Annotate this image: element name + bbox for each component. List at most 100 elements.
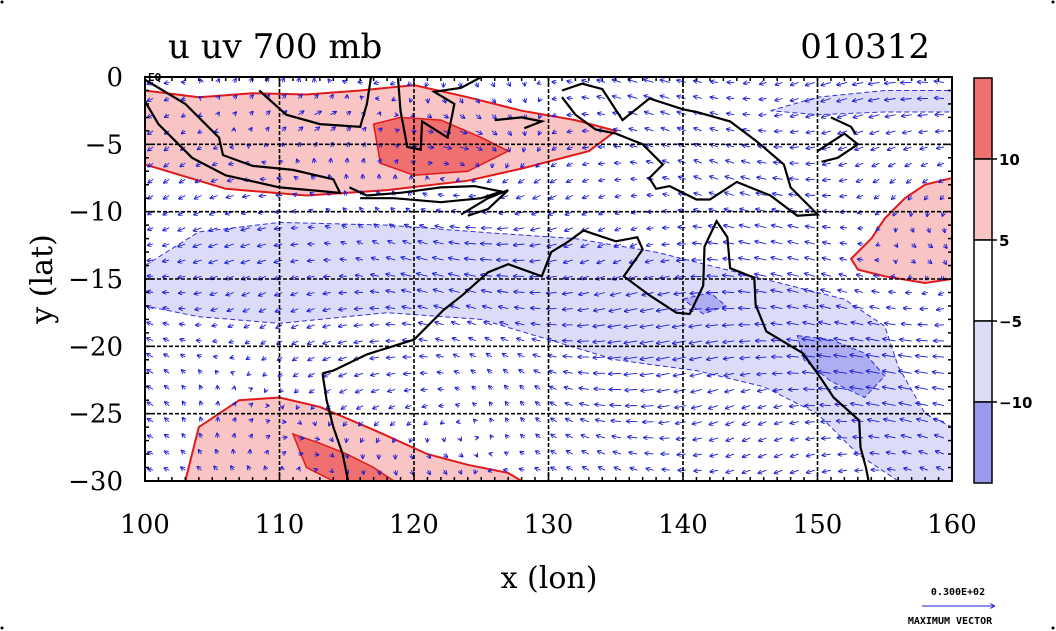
wind-vector	[209, 227, 218, 231]
wind-vector	[535, 468, 541, 470]
wind-vector	[279, 373, 283, 376]
wind-vector	[553, 131, 557, 133]
wind-vector	[475, 470, 476, 473]
wind-vector	[791, 82, 799, 85]
wind-vector	[776, 82, 783, 84]
wind-vector	[933, 388, 944, 390]
wind-vector	[818, 339, 831, 341]
wind-vector	[230, 357, 233, 358]
wind-vector	[331, 454, 334, 456]
wind-vector	[198, 147, 202, 149]
wind-vector	[198, 131, 201, 133]
wind-vector	[387, 373, 396, 374]
wind-vector	[148, 196, 154, 199]
wind-vector	[308, 340, 315, 344]
wind-vector	[553, 147, 557, 150]
wind-vector	[148, 452, 154, 454]
wind-vector	[757, 373, 767, 374]
wind-vector	[663, 194, 670, 196]
wind-vector	[182, 99, 185, 100]
wind-vector	[583, 196, 590, 199]
wind-vector	[490, 419, 492, 422]
wind-vector	[395, 130, 398, 131]
wind-vector	[599, 196, 606, 198]
wind-vector	[822, 131, 832, 134]
wind-vector	[163, 308, 170, 309]
wind-vector	[646, 260, 654, 262]
wind-vector	[834, 388, 848, 390]
wind-vector	[200, 434, 202, 439]
wind-vector	[692, 406, 702, 409]
wind-vector	[756, 225, 767, 229]
wind-vector	[676, 276, 686, 277]
wind-vector	[563, 276, 573, 278]
wind-vector	[214, 466, 218, 470]
wind-vector	[516, 323, 525, 325]
wind-vector	[293, 357, 299, 360]
wind-vector	[744, 82, 751, 83]
wind-vector	[374, 224, 380, 228]
wind-vector	[615, 467, 622, 470]
wind-vector	[234, 434, 235, 438]
wind-vector	[902, 435, 912, 438]
wind-vector	[182, 115, 185, 117]
wind-vector	[609, 325, 622, 327]
wind-vector	[918, 435, 928, 439]
wind-vector	[630, 129, 638, 131]
wind-vector	[593, 325, 606, 327]
wind-vector	[489, 470, 492, 471]
wind-vector	[212, 179, 218, 181]
wind-vector	[875, 196, 880, 199]
wind-vector	[428, 115, 432, 118]
wind-vector	[326, 226, 331, 228]
wind-vector	[427, 177, 428, 180]
wind-vector	[165, 82, 170, 83]
wind-vector	[552, 163, 557, 166]
wind-vector	[279, 160, 282, 163]
wind-vector	[411, 453, 412, 458]
wind-vector	[725, 193, 735, 196]
wind-vector	[662, 128, 670, 132]
wind-vector	[890, 179, 896, 183]
wind-vector	[437, 355, 444, 357]
wind-vector	[663, 161, 670, 164]
wind-vector	[564, 372, 573, 374]
colorbar-tick-label: 10	[999, 151, 1020, 169]
wind-vector	[757, 193, 767, 196]
colorbar-swatch	[973, 239, 993, 322]
wind-vector	[708, 373, 719, 376]
wind-vector	[743, 114, 751, 115]
wind-vector	[935, 98, 944, 99]
wind-vector	[823, 179, 831, 180]
wind-vector	[823, 470, 832, 472]
wind-vector	[673, 356, 686, 360]
wind-vector	[857, 179, 864, 182]
wind-vector	[755, 241, 767, 245]
wind-vector	[742, 161, 751, 163]
wind-vector	[694, 128, 702, 131]
wind-vector	[451, 306, 460, 310]
wind-vector	[548, 340, 557, 341]
wind-vector	[614, 452, 622, 454]
wind-vector	[230, 341, 234, 343]
wind-vector	[867, 403, 880, 405]
wind-vector	[678, 227, 686, 228]
wind-vector	[375, 82, 380, 83]
wind-vector	[820, 405, 831, 406]
wind-vector	[389, 406, 396, 409]
wind-vector	[871, 146, 880, 150]
wind-vector	[925, 195, 928, 200]
wind-vector	[663, 177, 670, 179]
wind-vector	[460, 438, 461, 441]
wind-vector	[465, 243, 476, 244]
wind-vector	[292, 340, 299, 344]
wind-vector	[523, 146, 524, 151]
wind-vector	[500, 322, 509, 325]
wind-vector	[231, 372, 234, 373]
wind-vector	[787, 339, 799, 341]
wind-vector	[566, 435, 573, 438]
wind-vector	[823, 258, 832, 260]
wind-vector	[516, 212, 525, 214]
wind-vector	[234, 112, 236, 115]
wind-vector	[539, 131, 541, 135]
